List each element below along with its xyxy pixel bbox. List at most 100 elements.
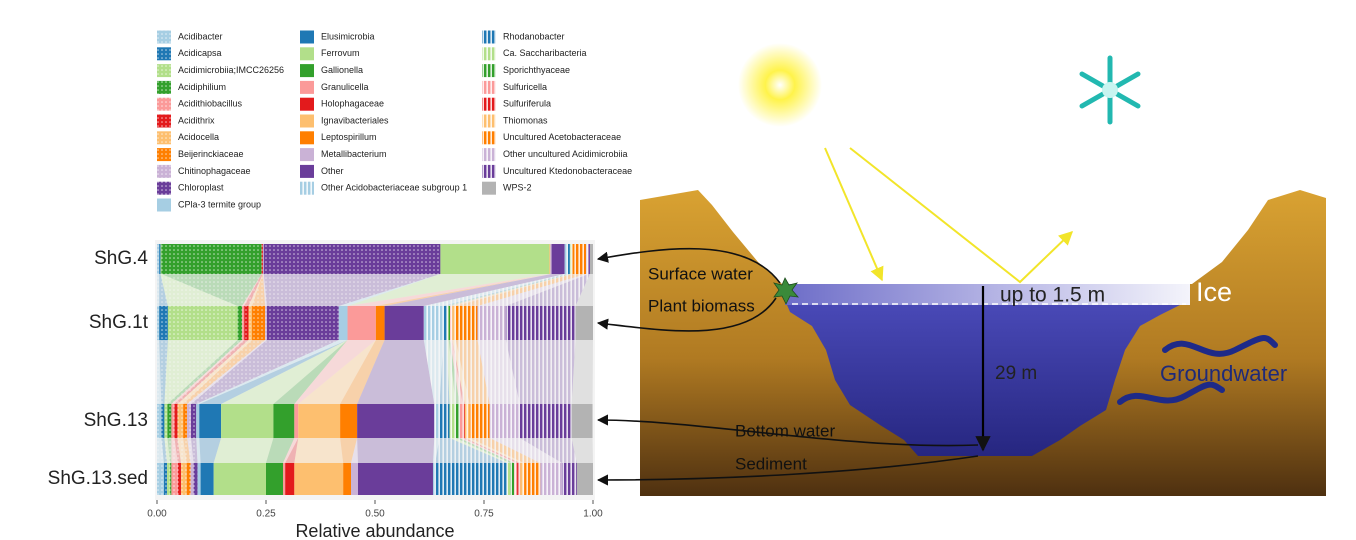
legend-swatch — [157, 114, 171, 128]
legend-label: Acidibacter — [178, 31, 223, 41]
legend-label: Beijerinckiaceae — [178, 149, 244, 159]
bar-segment — [423, 306, 444, 340]
legend-label: Ignavibacteriales — [321, 115, 389, 125]
flow — [452, 274, 573, 306]
bar-segment — [550, 244, 552, 274]
flow — [157, 274, 160, 306]
flow — [187, 340, 267, 404]
bar-segment — [505, 306, 576, 340]
bar-segment — [266, 463, 284, 495]
bar-segment — [294, 463, 344, 495]
flow — [266, 438, 295, 463]
legend-swatch — [157, 80, 171, 94]
flow — [199, 438, 222, 463]
bar-segment — [244, 306, 249, 340]
legend-label: Rhodanobacter — [503, 31, 565, 41]
abundance-chart: ShG.4 ShG.1t ShG.13 ShG.13.sed 0.00 0.25 0.50 0… — [48, 30, 632, 540]
flow — [449, 274, 572, 306]
legend-swatch — [157, 148, 171, 162]
legend-label: Metallibacterium — [321, 149, 387, 159]
flow — [439, 340, 450, 404]
bar-segment — [540, 463, 563, 495]
bar-segment — [459, 404, 463, 438]
bar-segment — [186, 463, 191, 495]
bar-segment — [266, 306, 339, 340]
flow — [160, 274, 238, 306]
bar-segment — [439, 404, 450, 438]
flow — [455, 340, 490, 404]
flow — [347, 274, 550, 306]
legend-label: Uncultured Acetobacteraceae — [503, 132, 621, 142]
legend-swatch — [300, 47, 314, 61]
flow — [248, 274, 263, 306]
legend-swatch — [482, 30, 496, 44]
legend-swatch — [157, 30, 171, 44]
bar-segment — [571, 404, 593, 438]
bar-segment — [572, 244, 587, 274]
legend-swatch — [482, 97, 496, 111]
flow — [519, 438, 577, 463]
flow — [191, 438, 198, 463]
legend-swatch — [300, 30, 314, 44]
flow — [167, 340, 243, 404]
sample-label: ShG.13.sed — [48, 468, 148, 489]
bar-segment — [357, 463, 433, 495]
bar-segment — [575, 306, 593, 340]
legend-swatch — [157, 97, 171, 111]
legend-label: Granulicella — [321, 82, 369, 92]
bar-segment — [351, 463, 358, 495]
bar-segment — [455, 404, 460, 438]
bar-segment — [464, 404, 470, 438]
flow — [435, 438, 508, 463]
legend-swatch — [300, 148, 314, 162]
legend-swatch — [482, 114, 496, 128]
bar-segment — [449, 306, 453, 340]
bar-segment — [187, 404, 192, 438]
flow — [159, 274, 168, 306]
flow — [263, 274, 441, 306]
bar-segment — [589, 244, 593, 274]
flow — [167, 438, 172, 463]
bar-segment — [252, 306, 266, 340]
flow — [571, 438, 593, 463]
flow — [174, 340, 249, 404]
bar-segment — [455, 306, 478, 340]
legend-label: Leptospirillum — [321, 132, 377, 142]
bar-segment — [167, 463, 171, 495]
bar-segment — [265, 306, 267, 340]
lake-diagram: Surface water Plant biomass up to 1.5 m … — [596, 43, 1326, 496]
legend-swatch — [300, 181, 314, 195]
flow — [505, 274, 590, 306]
surface-water-label: Surface water — [648, 264, 753, 283]
bar-segment — [167, 404, 172, 438]
flow — [423, 274, 568, 306]
flow — [432, 438, 440, 463]
flow — [340, 340, 385, 404]
flow — [183, 438, 191, 463]
bar-segment — [161, 404, 165, 438]
flow — [177, 340, 253, 404]
legend-label: Acidiphilium — [178, 82, 226, 92]
flow — [575, 274, 593, 306]
bar-segment — [160, 244, 162, 274]
bar-segment — [338, 306, 348, 340]
bar-segment — [510, 463, 515, 495]
bar-segment — [562, 463, 577, 495]
bar-segment — [263, 244, 441, 274]
bar-segment — [163, 463, 168, 495]
bar-segment — [448, 306, 450, 340]
legend-swatch — [157, 198, 171, 212]
flow — [357, 438, 435, 463]
legend-swatch — [300, 64, 314, 78]
flow — [449, 438, 511, 463]
bar-segment — [161, 244, 262, 274]
legend-label: Sporichthyaceae — [503, 65, 570, 75]
flow — [423, 340, 444, 404]
flow — [161, 438, 168, 463]
legend-label: Sulfuricella — [503, 82, 547, 92]
x-tick-label: 0.25 — [256, 509, 276, 520]
bar-segment — [517, 463, 521, 495]
flow — [242, 274, 262, 306]
legend-label: Elusimicrobia — [321, 31, 375, 41]
flow — [213, 438, 274, 463]
